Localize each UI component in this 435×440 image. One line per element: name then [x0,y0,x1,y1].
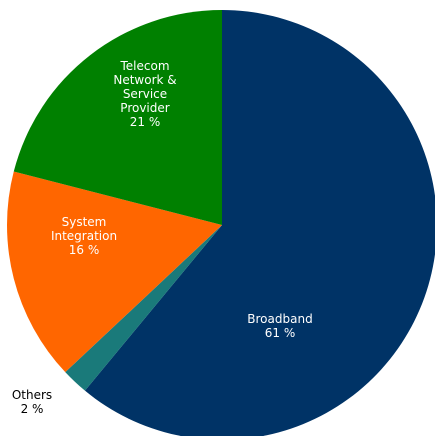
pie-slice-label-3: Telecom Network & Service Provider 21 % [113,59,176,129]
pie-slice-label-1: Others 2 % [12,388,52,416]
pie-slice-group-0 [84,10,435,440]
pie-slice-3 [13,10,222,225]
pie-slice-label-line-2-0: System [62,215,107,229]
pie-slice-label-0: Broadband 61 % [247,312,312,340]
pie-slice-label-line-3-3: Provider [120,101,169,115]
pie-slice-label-line-2-1: Integration [51,229,117,243]
pie-slice-label-line-0-1: 61 % [265,326,296,340]
pie-slice-label-line-1-1: 2 % [21,402,44,416]
pie-slice-label-line-3-2: Service [123,87,167,101]
pie-slice-label-line-1-0: Others [12,388,52,402]
pie-slice-label-line-3-0: Telecom [119,59,169,73]
pie-slice-label-2: System Integration 16 % [51,215,117,257]
pie-slice-group-2 [7,171,223,373]
pie-slice-group-1 [65,225,222,391]
pie-slice-label-line-0-0: Broadband [247,312,312,326]
pie-slice-1 [65,225,222,391]
pie-slice-label-line-3-1: Network & [113,73,176,87]
pie-slice-0 [84,10,435,440]
pie-slice-2 [7,171,223,373]
pie-slice-group-3 [13,10,222,225]
pie-slice-label-line-2-2: 16 % [69,243,100,257]
pie-slice-label-line-3-4: 21 % [130,115,161,129]
